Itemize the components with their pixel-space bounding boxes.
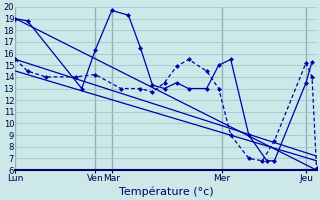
X-axis label: Température (°c): Température (°c) — [119, 186, 213, 197]
